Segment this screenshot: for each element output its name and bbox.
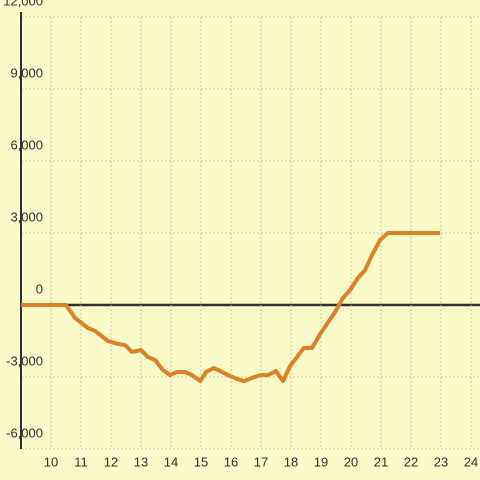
x-tick-label: 23 — [434, 454, 448, 469]
y-tick-label: 0 — [36, 281, 43, 296]
y-tick-label: 6,000 — [10, 137, 43, 152]
line — [21, 231, 441, 384]
x-tick-label: 18 — [284, 454, 298, 469]
y-tick-label: 9,000 — [10, 65, 43, 80]
y-tick-label: 12,000 — [3, 0, 43, 8]
x-tick-label: 16 — [224, 454, 238, 469]
x-tick-label: 15 — [194, 454, 208, 469]
x-tick-label: 14 — [164, 454, 178, 469]
x-tick-label: 12 — [104, 454, 118, 469]
x-tick-label: 11 — [74, 454, 88, 469]
x-tick-label: 13 — [134, 454, 148, 469]
y-tick-label: -3,000 — [6, 353, 43, 368]
y-tick-label: 3,000 — [10, 209, 43, 224]
x-tick-label: 22 — [404, 454, 418, 469]
x-tick-label: 24 — [464, 454, 478, 469]
x-tick-label: 10 — [44, 454, 58, 469]
y-tick-label: -6,000 — [6, 425, 43, 440]
x-tick-label: 17 — [254, 454, 268, 469]
x-tick-label: 21 — [374, 454, 388, 469]
x-tick-label: 20 — [344, 454, 358, 469]
x-tick-label: 19 — [314, 454, 328, 469]
